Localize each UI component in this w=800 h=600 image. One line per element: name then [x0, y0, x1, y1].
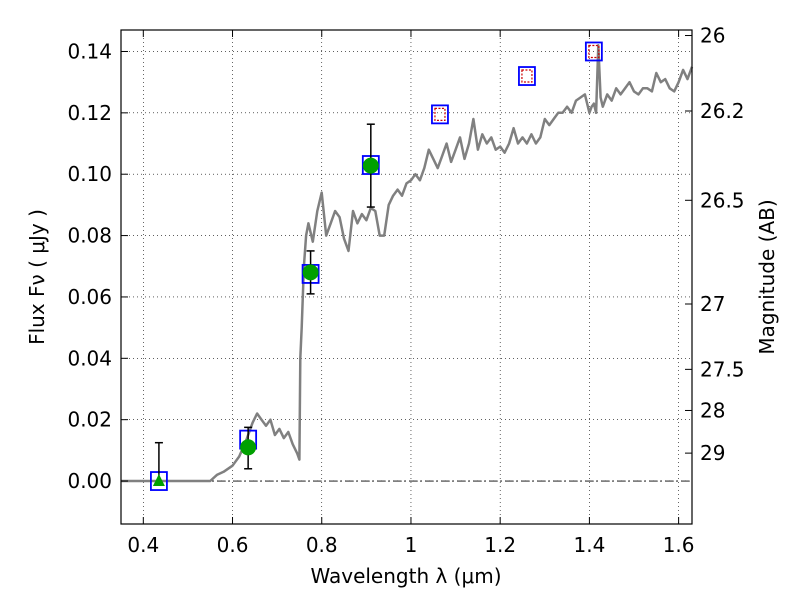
- x-tick-label: 1.4: [573, 533, 605, 557]
- y-tick-label: 0.02: [67, 408, 112, 432]
- x-tick-label: 1.2: [484, 533, 516, 557]
- tick-labels: 0.4 0.6 0.8 1 1.2 1.4 1.6 0.00 0.02 0.04 0.06 0.08 0…: [67, 24, 744, 557]
- y-axis-label: Flux Fν ( μJy ): [25, 209, 49, 345]
- y-tick-label: 0.10: [67, 162, 112, 186]
- y-tick-label: 0.14: [67, 39, 112, 63]
- upper-limit-marker: [152, 474, 165, 487]
- right-tick-label: 26.2: [700, 99, 745, 123]
- y-tick-label: 0.12: [67, 101, 112, 125]
- ticks: [121, 30, 692, 524]
- x-axis-label: Wavelength λ (μm): [310, 564, 501, 588]
- y-tick-label: 0.04: [67, 346, 112, 370]
- y-tick-label: 0.08: [67, 224, 112, 248]
- right-tick-label: 27.5: [700, 357, 745, 381]
- detection-marker: [362, 157, 379, 174]
- x-tick-label: 0.4: [127, 533, 159, 557]
- detection-marker: [302, 264, 319, 281]
- right-tick-label: 26.5: [700, 188, 745, 212]
- y-tick-label: 0.06: [67, 285, 112, 309]
- right-tick-label: 27: [700, 292, 725, 316]
- spectrum-line: [121, 44, 694, 483]
- x-tick-label: 0.6: [217, 533, 249, 557]
- right-axis-label: Magnitude (AB): [755, 199, 779, 354]
- x-tick-label: 1.6: [663, 533, 695, 557]
- y-tick-label: 0.00: [67, 469, 112, 493]
- non-detection-marker: [521, 69, 533, 83]
- detection-marker: [240, 439, 257, 456]
- model-square-marker: [518, 66, 536, 86]
- plot-frame: [120, 29, 693, 525]
- spectrum-layer: [121, 44, 694, 483]
- model-square-marker: [431, 104, 449, 125]
- non-detection-marker: [434, 107, 446, 121]
- right-tick-label: 29: [700, 441, 725, 465]
- right-tick-label: 26: [700, 24, 725, 48]
- model-square-marker: [584, 41, 603, 62]
- x-tick-label: 0.8: [306, 533, 338, 557]
- plot-background: [121, 30, 692, 524]
- marker-layer: [150, 41, 603, 491]
- right-tick-label: 28: [700, 398, 725, 422]
- non-detection-marker: [588, 44, 600, 59]
- x-tick-label: 1: [405, 533, 418, 557]
